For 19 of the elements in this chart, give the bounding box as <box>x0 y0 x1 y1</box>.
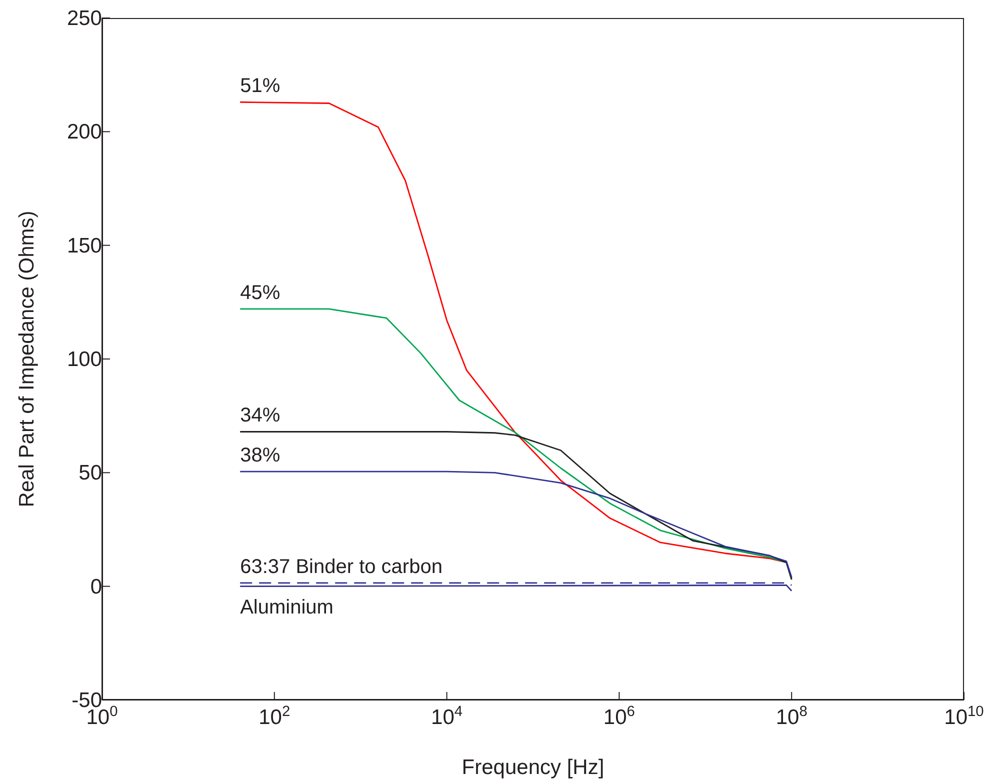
series-label: Aluminium <box>240 596 334 618</box>
y-tick-label: 100 <box>66 348 102 371</box>
y-tick-label: 150 <box>66 234 102 258</box>
y-tick-label: 200 <box>66 120 102 144</box>
y-axis-title: Real Part of Impedance (Ohms) <box>15 210 38 508</box>
series-label: 34% <box>240 404 280 427</box>
series-label: 45% <box>240 282 280 304</box>
x-tick-label: 10$^{10}$ <box>944 704 984 729</box>
x-tick-label: 10$^{6}$ <box>603 704 635 729</box>
x-axis-title: Frequency [Hz] <box>462 756 604 779</box>
x-tick-label: 10$^{8}$ <box>776 704 808 729</box>
y-tick-label: 250 <box>66 7 102 30</box>
x-tick-label: 10$^{2}$ <box>258 704 290 729</box>
x-tick-label: 10$^{4}$ <box>431 704 463 729</box>
y-tick-label: 0 <box>90 575 102 598</box>
y-tick-label: 50 <box>78 462 102 485</box>
series-label: 38% <box>240 444 280 467</box>
series-label: 51% <box>240 75 280 98</box>
series-label: 63:37 Binder to carbon <box>240 556 442 578</box>
